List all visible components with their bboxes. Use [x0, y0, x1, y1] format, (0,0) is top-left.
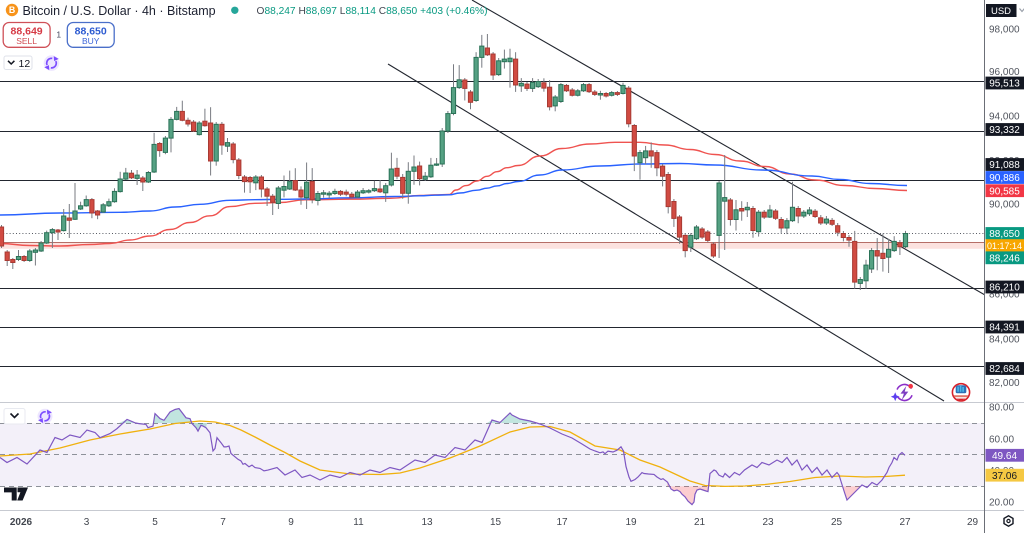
svg-text:23: 23 — [762, 517, 774, 528]
svg-text:96,000: 96,000 — [989, 67, 1020, 78]
svg-text:1: 1 — [56, 30, 61, 40]
svg-text:2026: 2026 — [10, 517, 33, 528]
svg-text:88,246: 88,246 — [989, 253, 1020, 264]
svg-text:BUY: BUY — [82, 36, 100, 46]
svg-text:90,886: 90,886 — [989, 173, 1020, 184]
svg-text:27: 27 — [899, 517, 911, 528]
svg-text:60.00: 60.00 — [989, 434, 1014, 445]
svg-text:95,513: 95,513 — [989, 79, 1020, 90]
svg-text:88,649: 88,649 — [11, 26, 43, 38]
svg-text:84,391: 84,391 — [989, 323, 1020, 334]
svg-text:49.64: 49.64 — [992, 451, 1017, 462]
svg-text:82,000: 82,000 — [989, 378, 1020, 389]
svg-text:90,585: 90,585 — [989, 186, 1020, 197]
svg-text:7: 7 — [220, 517, 226, 528]
svg-text:SELL: SELL — [16, 36, 37, 46]
svg-text:94,000: 94,000 — [989, 112, 1020, 123]
svg-text:25: 25 — [831, 517, 843, 528]
svg-text:93,332: 93,332 — [989, 125, 1020, 136]
svg-text:11: 11 — [353, 517, 364, 528]
svg-text:86,210: 86,210 — [989, 283, 1020, 294]
svg-text:3: 3 — [84, 517, 90, 528]
svg-text:98,000: 98,000 — [989, 25, 1020, 36]
svg-text:01:17:14: 01:17:14 — [987, 241, 1022, 251]
svg-text:88,650: 88,650 — [989, 229, 1020, 240]
svg-text:19: 19 — [625, 517, 637, 528]
svg-text:13: 13 — [421, 517, 433, 528]
svg-text:90,000: 90,000 — [989, 200, 1020, 211]
svg-text:B: B — [9, 5, 15, 15]
svg-text:17: 17 — [556, 517, 568, 528]
svg-text:O88,247 H88,697 L88,114 C88,65: O88,247 H88,697 L88,114 C88,650 +403 (+0… — [257, 6, 488, 17]
svg-text:82,684: 82,684 — [989, 364, 1020, 375]
svg-text:86,000: 86,000 — [989, 290, 1020, 301]
svg-text:91,088: 91,088 — [989, 160, 1020, 171]
svg-text:88,650: 88,650 — [75, 26, 107, 38]
svg-text:12: 12 — [19, 58, 31, 70]
svg-text:Bitcoin / U.S. Dollar · 4h · B: Bitcoin / U.S. Dollar · 4h · Bitstamp — [23, 4, 216, 18]
svg-text:80.00: 80.00 — [989, 403, 1014, 414]
svg-text:84,000: 84,000 — [989, 335, 1020, 346]
svg-text:USD: USD — [991, 6, 1011, 17]
svg-text:5: 5 — [152, 517, 158, 528]
svg-text:29: 29 — [967, 517, 979, 528]
svg-text:21: 21 — [694, 517, 706, 528]
svg-text:15: 15 — [490, 517, 502, 528]
svg-text:37.06: 37.06 — [992, 471, 1017, 482]
svg-text:9: 9 — [288, 517, 294, 528]
svg-text:20.00: 20.00 — [989, 498, 1014, 509]
